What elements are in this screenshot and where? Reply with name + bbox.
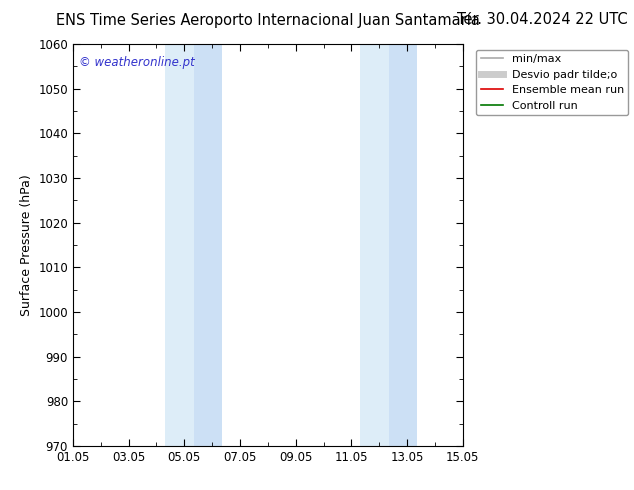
Bar [194,44,222,446]
Bar [359,44,389,446]
Text: ENS Time Series Aeroporto Internacional Juan Santamaría: ENS Time Series Aeroporto Internacional … [56,12,480,28]
Text: © weatheronline.pt: © weatheronline.pt [79,56,195,69]
Bar [389,44,417,446]
Text: Ter. 30.04.2024 22 UTC: Ter. 30.04.2024 22 UTC [457,12,628,27]
Bar [165,44,194,446]
Y-axis label: Surface Pressure (hPa): Surface Pressure (hPa) [20,174,33,316]
Legend: min/max, Desvio padr tilde;o, Ensemble mean run, Controll run: min/max, Desvio padr tilde;o, Ensemble m… [476,49,628,115]
